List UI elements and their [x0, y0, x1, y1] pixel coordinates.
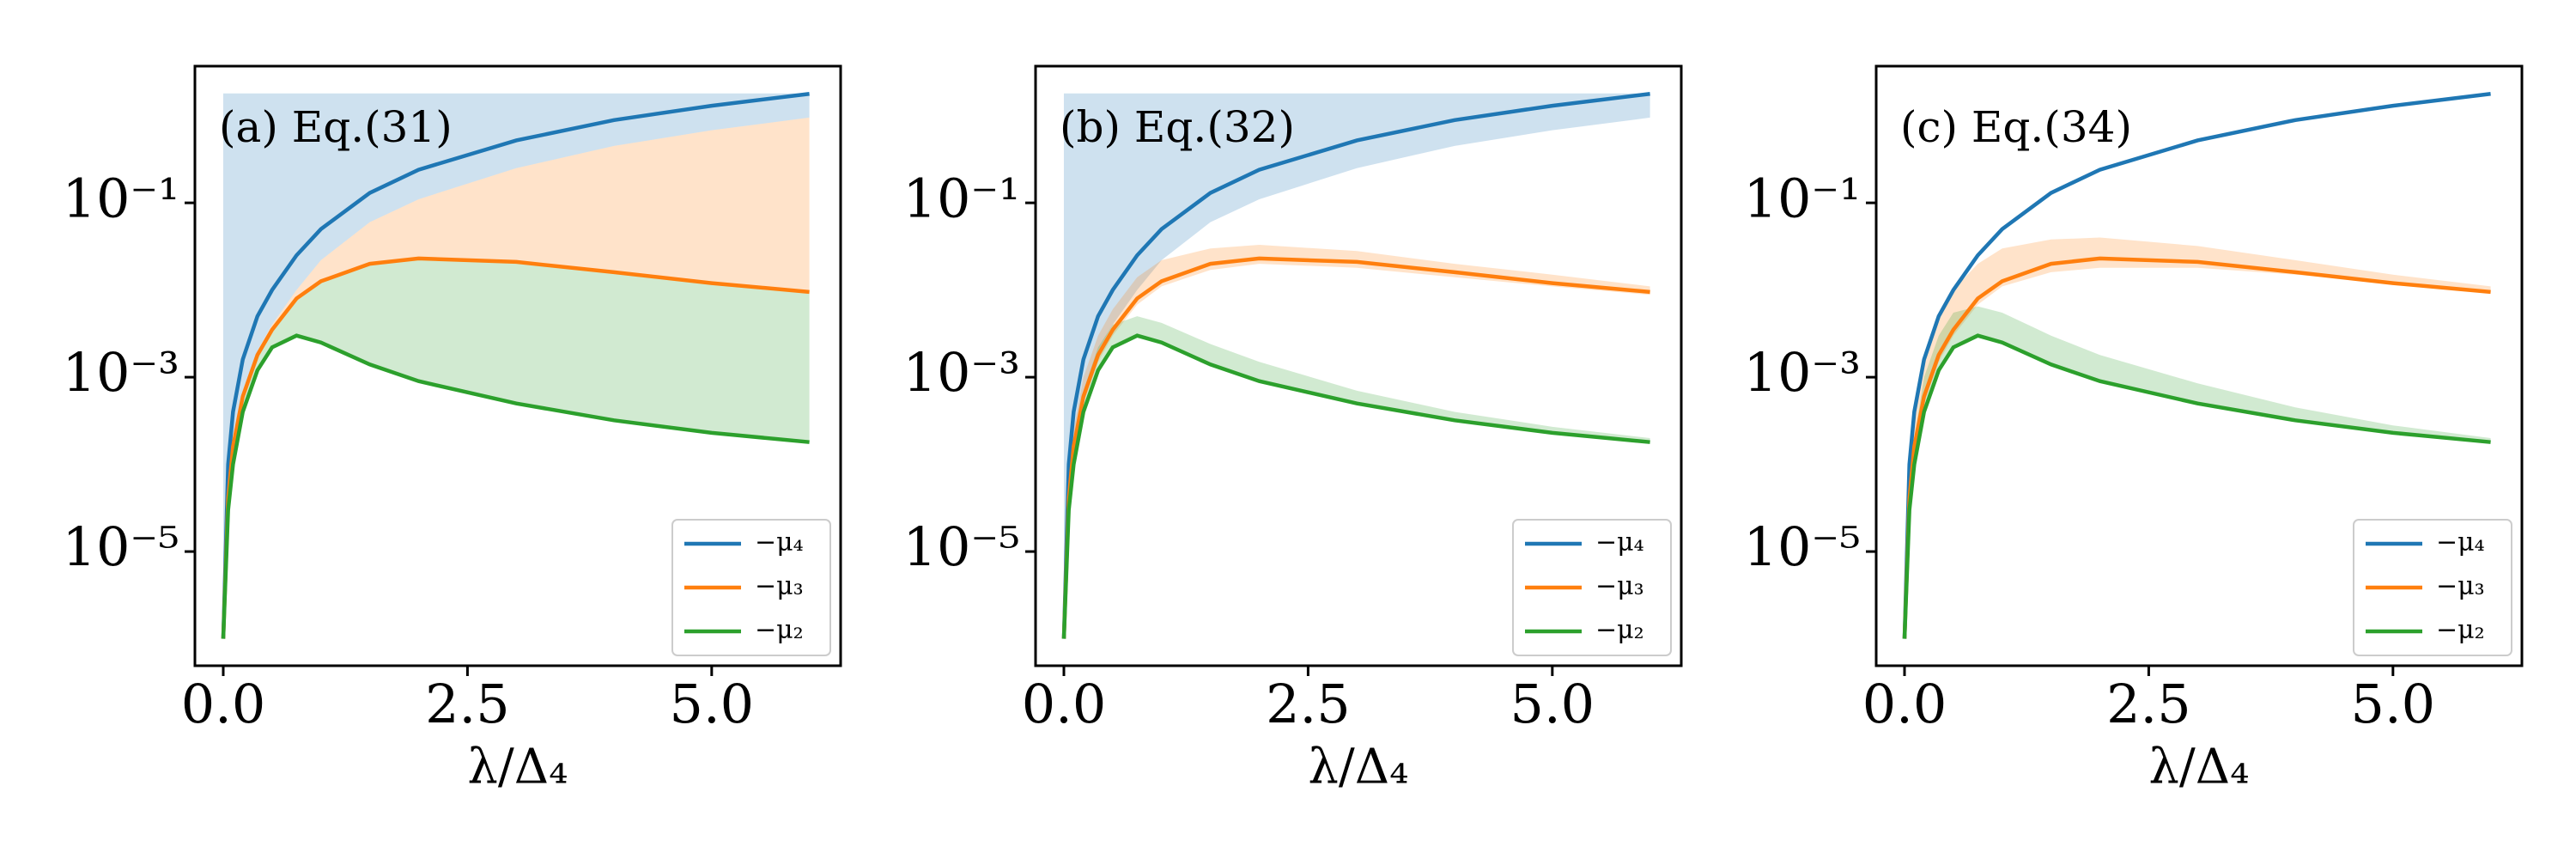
y-tick-label: 10⁻¹	[1744, 167, 1861, 229]
line	[221, 333, 810, 639]
y-tick-label: 10⁻⁵	[1744, 515, 1861, 578]
band	[1063, 93, 1650, 639]
y-tick-label: 10⁻³	[903, 341, 1020, 404]
x-axis-label: λ/Δ₄	[2148, 740, 2249, 795]
plot-area	[221, 92, 810, 639]
y-tick-label: 10⁻³	[1744, 341, 1861, 404]
y-tick-label: 10⁻³	[63, 341, 179, 404]
axes-frame	[193, 64, 842, 667]
line	[1902, 92, 2491, 639]
x-tick-label: 2.5	[425, 673, 510, 735]
band	[1904, 306, 2491, 639]
line	[1902, 256, 2491, 639]
legend-label: −μ₃	[1595, 571, 1644, 601]
legend-label: −μ₄	[2436, 527, 2485, 557]
x-tick-label: 0.0	[181, 673, 266, 735]
legend-label: −μ₂	[755, 615, 804, 645]
legend-label: −μ₂	[2436, 615, 2485, 645]
y-tick-label: 10⁻¹	[903, 167, 1020, 229]
annotation: (b) Eq.(32)	[1060, 102, 1295, 152]
line	[1061, 256, 1650, 639]
legend-box	[2353, 519, 2512, 656]
axes-frame	[1034, 64, 1683, 667]
x-axis-label: λ/Δ₄	[467, 740, 568, 795]
legend: −μ₄ −μ₃ −μ₂	[1512, 519, 1672, 656]
legend-label: −μ₂	[1595, 615, 1644, 645]
x-tick-label: 2.5	[1266, 673, 1351, 735]
band	[1063, 245, 1650, 639]
x-tick-label: 5.0	[670, 673, 755, 735]
plot-area	[1902, 92, 2491, 639]
annotation: (c) Eq.(34)	[1900, 102, 2132, 152]
legend-box	[1512, 519, 1672, 656]
line	[1061, 333, 1650, 639]
legend-box	[671, 519, 831, 656]
line	[1061, 92, 1650, 639]
line	[1902, 333, 2491, 639]
x-tick-label: 5.0	[1510, 673, 1595, 735]
line	[221, 92, 810, 639]
panel: 10⁻⁵10⁻³10⁻¹0.0 2.5 5.0λ/Δ₄(a) Eq.(31)−μ₄−…	[63, 64, 842, 795]
legend-label: −μ₄	[755, 527, 804, 557]
x-axis-label: λ/Δ₄	[1308, 740, 1408, 795]
x-tick-label: 2.5	[2106, 673, 2191, 735]
legend: −μ₄ −μ₃ −μ₂	[2353, 519, 2512, 656]
band	[222, 258, 810, 639]
band	[222, 93, 810, 639]
x-tick-label: 5.0	[2351, 673, 2436, 735]
annotation: (a) Eq.(31)	[219, 102, 453, 152]
x-tick-label: 0.0	[1862, 673, 1947, 735]
legend-label: −μ₃	[755, 571, 804, 601]
x-tick-label: 0.0	[1022, 673, 1107, 735]
line	[221, 256, 810, 639]
panel: 10⁻⁵10⁻³10⁻¹0.0 2.5 5.0λ/Δ₄(b) Eq.(32)−μ₄−…	[903, 64, 1683, 795]
plot-area	[1061, 92, 1650, 639]
axes-frame	[1874, 64, 2524, 667]
panel: 10⁻⁵10⁻³10⁻¹0.0 2.5 5.0λ/Δ₄(c) Eq.(34)−μ₄−…	[1744, 64, 2524, 795]
legend-label: −μ₄	[1595, 527, 1644, 557]
legend: −μ₄ −μ₃ −μ₂	[671, 519, 831, 656]
y-tick-label: 10⁻¹	[63, 167, 179, 229]
y-tick-label: 10⁻⁵	[903, 515, 1020, 578]
band	[222, 117, 810, 639]
y-tick-label: 10⁻⁵	[63, 515, 179, 578]
legend-label: −μ₃	[2436, 571, 2485, 601]
